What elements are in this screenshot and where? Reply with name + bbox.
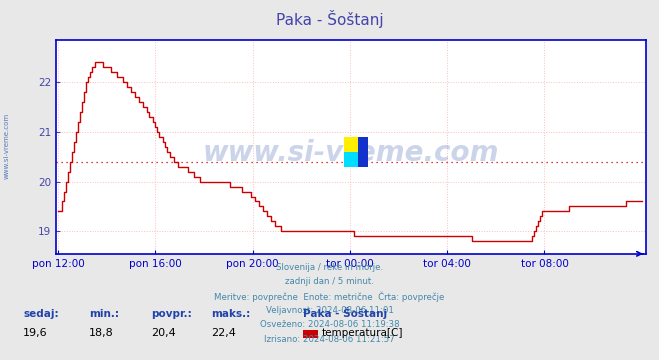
Text: 19,6: 19,6 <box>23 328 47 338</box>
Text: temperatura[C]: temperatura[C] <box>322 328 403 338</box>
Text: Osveženo: 2024-08-06 11:19:38: Osveženo: 2024-08-06 11:19:38 <box>260 320 399 329</box>
Text: povpr.:: povpr.: <box>152 309 192 319</box>
Text: sedaj:: sedaj: <box>23 309 59 319</box>
Text: 18,8: 18,8 <box>89 328 114 338</box>
Text: Paka - Šoštanj: Paka - Šoštanj <box>303 307 387 319</box>
Text: Veljavnost: 2024-08-06 11:01: Veljavnost: 2024-08-06 11:01 <box>266 306 393 315</box>
Text: www.si-vreme.com: www.si-vreme.com <box>3 113 10 179</box>
Bar <box>358 137 368 167</box>
Text: Izrisano: 2024-08-06 11:21:57: Izrisano: 2024-08-06 11:21:57 <box>264 335 395 344</box>
Bar <box>344 137 358 152</box>
Text: Slovenija / reke in morje.: Slovenija / reke in morje. <box>276 263 383 272</box>
Text: Paka - Šoštanj: Paka - Šoštanj <box>275 10 384 28</box>
Text: 20,4: 20,4 <box>152 328 177 338</box>
Text: zadnji dan / 5 minut.: zadnji dan / 5 minut. <box>285 277 374 286</box>
Bar <box>344 152 358 167</box>
Text: maks.:: maks.: <box>211 309 250 319</box>
Text: Meritve: povprečne  Enote: metrične  Črta: povprečje: Meritve: povprečne Enote: metrične Črta:… <box>214 292 445 302</box>
Text: www.si-vreme.com: www.si-vreme.com <box>203 139 499 167</box>
Text: 22,4: 22,4 <box>211 328 236 338</box>
Text: min.:: min.: <box>89 309 119 319</box>
